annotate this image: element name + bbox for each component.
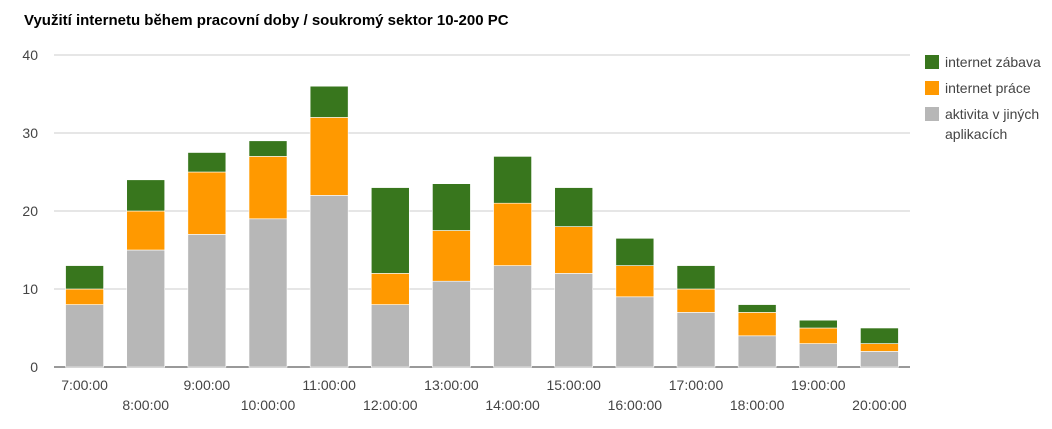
y-tick-label: 20 xyxy=(22,203,38,219)
legend-label: internet práce xyxy=(945,80,1031,96)
x-tick-label: 16:00:00 xyxy=(608,397,663,413)
chart-title: Využití internetu během pracovní doby / … xyxy=(24,12,509,29)
legend-label: internet zábava xyxy=(945,54,1041,70)
x-tick-label: 12:00:00 xyxy=(363,397,418,413)
bar-segment[interactable] xyxy=(493,156,532,204)
bar-segment[interactable] xyxy=(676,288,716,313)
bar-segment[interactable] xyxy=(187,152,227,173)
y-tick-label: 0 xyxy=(30,359,38,375)
x-tick-label: 7:00:00 xyxy=(61,377,108,393)
bar-segment[interactable] xyxy=(370,304,410,368)
bar-segment[interactable] xyxy=(554,226,594,274)
bar-segment[interactable] xyxy=(615,296,655,368)
legend-label: aktivita v jiných aplikacích xyxy=(945,106,1040,142)
bar-segment[interactable] xyxy=(615,265,655,298)
bar-segment[interactable] xyxy=(737,304,777,313)
x-tick-label: 20:00:00 xyxy=(852,397,907,413)
bar-segment[interactable] xyxy=(493,202,532,266)
bar-segment[interactable] xyxy=(860,351,899,368)
x-tick-label: 17:00:00 xyxy=(669,377,724,393)
bar-segment[interactable] xyxy=(126,249,166,368)
bar-segment[interactable] xyxy=(860,327,899,344)
bar-segment[interactable] xyxy=(737,335,777,368)
bar-segment[interactable] xyxy=(798,319,838,329)
bar-segment[interactable] xyxy=(309,195,349,368)
y-axis-ticks: 0 10 20 30 40 xyxy=(22,47,38,375)
x-tick-label: 19:00:00 xyxy=(791,377,846,393)
legend-item[interactable]: aktivita v jiných aplikacích xyxy=(925,104,1050,144)
legend-item[interactable]: internet zábava xyxy=(925,52,1050,72)
bar-segment[interactable] xyxy=(187,234,227,368)
y-tick-label: 40 xyxy=(22,47,38,63)
bar-segment[interactable] xyxy=(370,273,410,305)
bar-segment[interactable] xyxy=(737,312,777,337)
bar-segment[interactable] xyxy=(126,179,166,212)
bar-segment[interactable] xyxy=(309,85,349,118)
bar-segment[interactable] xyxy=(248,218,288,368)
x-tick-label: 11:00:00 xyxy=(302,377,356,393)
bar-segment[interactable] xyxy=(370,187,410,274)
bar-segment[interactable] xyxy=(798,327,838,344)
bar-segment[interactable] xyxy=(65,265,104,290)
legend-swatch xyxy=(925,55,939,69)
legend-item[interactable]: internet práce xyxy=(925,78,1050,98)
bars xyxy=(65,85,899,368)
x-tick-label: 13:00:00 xyxy=(424,377,479,393)
y-tick-label: 10 xyxy=(22,281,38,297)
bar-segment[interactable] xyxy=(615,238,655,266)
x-tick-label: 15:00:00 xyxy=(546,377,601,393)
x-axis-ticks: 7:00:00 8:00:00 9:00:00 10:00:00 11:00:00 12:… xyxy=(61,377,907,413)
bar-segment[interactable] xyxy=(187,171,227,235)
x-tick-label: 14:00:00 xyxy=(485,397,540,413)
bar-segment[interactable] xyxy=(432,280,471,368)
bar-segment[interactable] xyxy=(432,183,471,231)
x-tick-label: 18:00:00 xyxy=(730,397,785,413)
bar-segment[interactable] xyxy=(248,156,288,220)
bar-segment[interactable] xyxy=(248,140,288,157)
bar-segment[interactable] xyxy=(493,265,532,368)
bar-segment[interactable] xyxy=(65,288,104,305)
bar-segment[interactable] xyxy=(65,304,104,368)
bar-segment[interactable] xyxy=(432,230,471,282)
bar-segment[interactable] xyxy=(126,210,166,251)
x-tick-label: 10:00:00 xyxy=(241,397,296,413)
bar-segment[interactable] xyxy=(798,343,838,368)
bar-segment[interactable] xyxy=(860,343,899,352)
y-tick-label: 30 xyxy=(22,125,38,141)
x-tick-label: 9:00:00 xyxy=(183,377,230,393)
bar-segment[interactable] xyxy=(554,273,594,368)
bar-segment[interactable] xyxy=(554,187,594,227)
legend-swatch xyxy=(925,81,939,95)
legend: internet zábava internet práce aktivita v … xyxy=(925,52,1050,150)
x-tick-label: 8:00:00 xyxy=(122,397,169,413)
bar-segment[interactable] xyxy=(676,312,716,368)
gridlines xyxy=(54,54,910,368)
bar-segment[interactable] xyxy=(309,117,349,196)
bar-segment[interactable] xyxy=(676,265,716,290)
legend-swatch xyxy=(925,107,939,121)
